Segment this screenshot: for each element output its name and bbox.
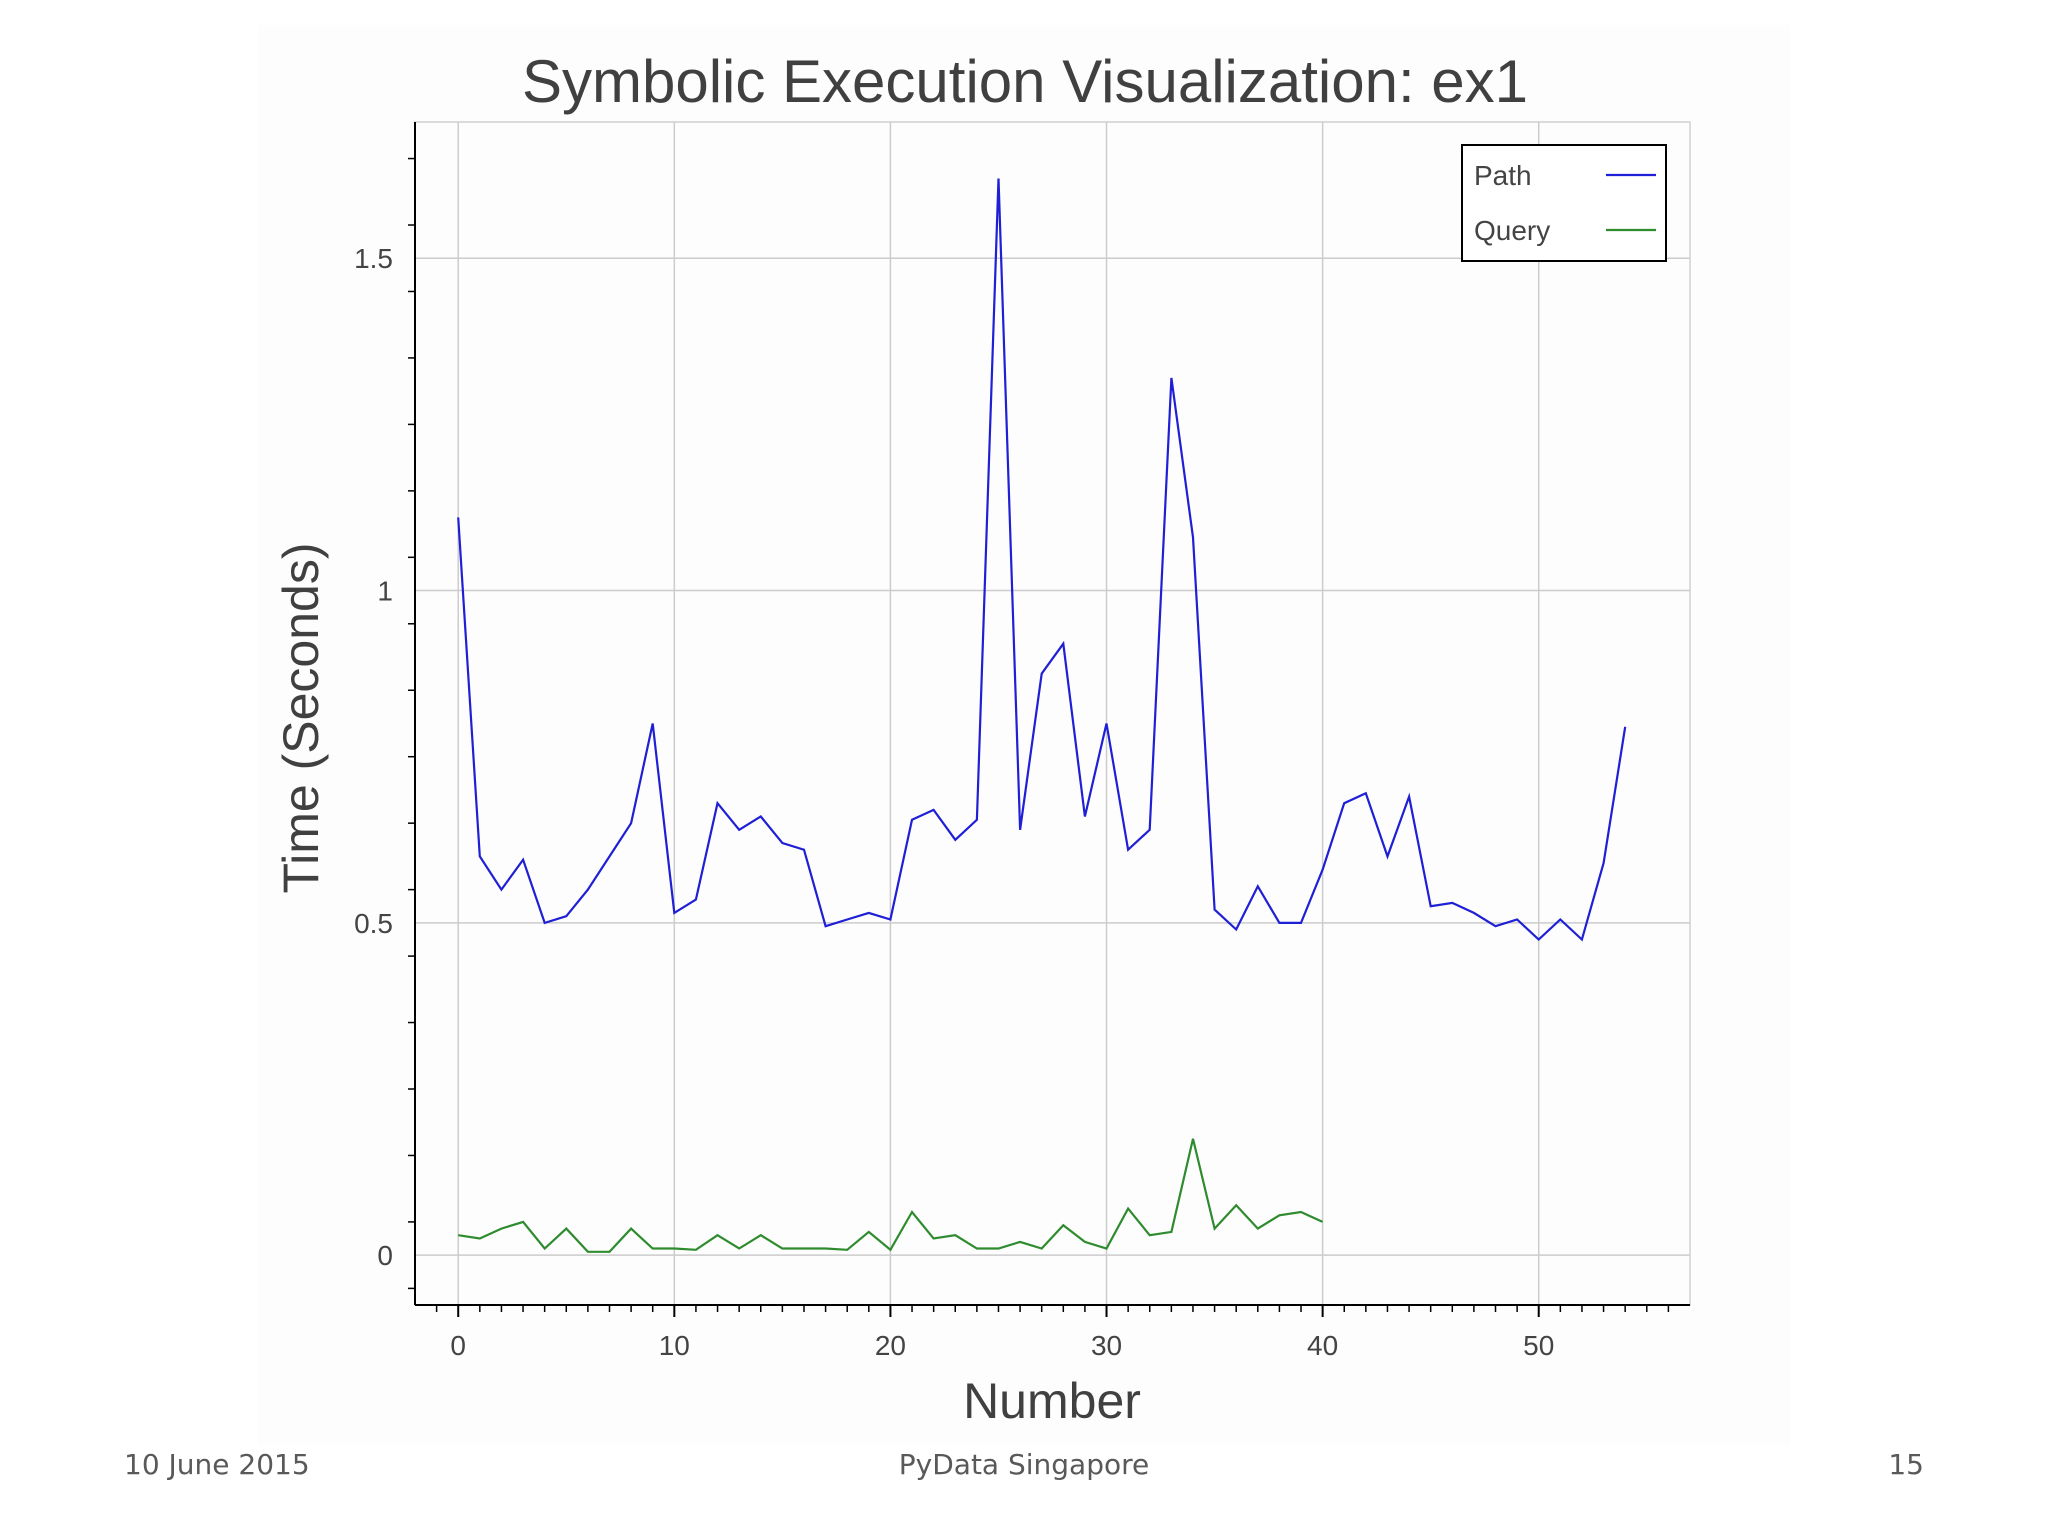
axes [414,122,1690,1306]
legend-label: Query [1474,215,1550,246]
y-axis-label: Time (Seconds) [273,542,329,893]
footer-event: PyData Singapore [898,1448,1150,1481]
chart-title: Symbolic Execution Visualization: ex1 [522,48,1528,115]
x-tick-label: 20 [875,1330,906,1361]
x-tick-label: 50 [1523,1330,1554,1361]
x-tick-label: 30 [1091,1330,1122,1361]
series-line-path [457,178,1627,942]
series-line-query [458,1138,1324,1253]
legend: Path Query [1461,144,1667,262]
grid [414,121,1691,1306]
x-tick-label: 10 [659,1330,690,1361]
y-tick-label: 1 [377,576,393,607]
legend-label: Path [1474,160,1532,191]
x-axis-label: Number [963,1373,1141,1429]
y-tick-label: 0 [377,1240,393,1271]
x-tick-label: 40 [1307,1330,1338,1361]
footer-date: 10 June 2015 [124,1448,310,1481]
page-number: 15 [1888,1448,1924,1481]
y-tick-label: 1.5 [354,243,393,274]
y-tick-label: 0.5 [354,908,393,939]
x-tick-label: 0 [450,1330,466,1361]
series [457,178,1627,1253]
legend-box [1461,144,1667,262]
ticks: 0 10 20 30 40 50 0 0.5 1 1.5 [354,157,1670,1361]
